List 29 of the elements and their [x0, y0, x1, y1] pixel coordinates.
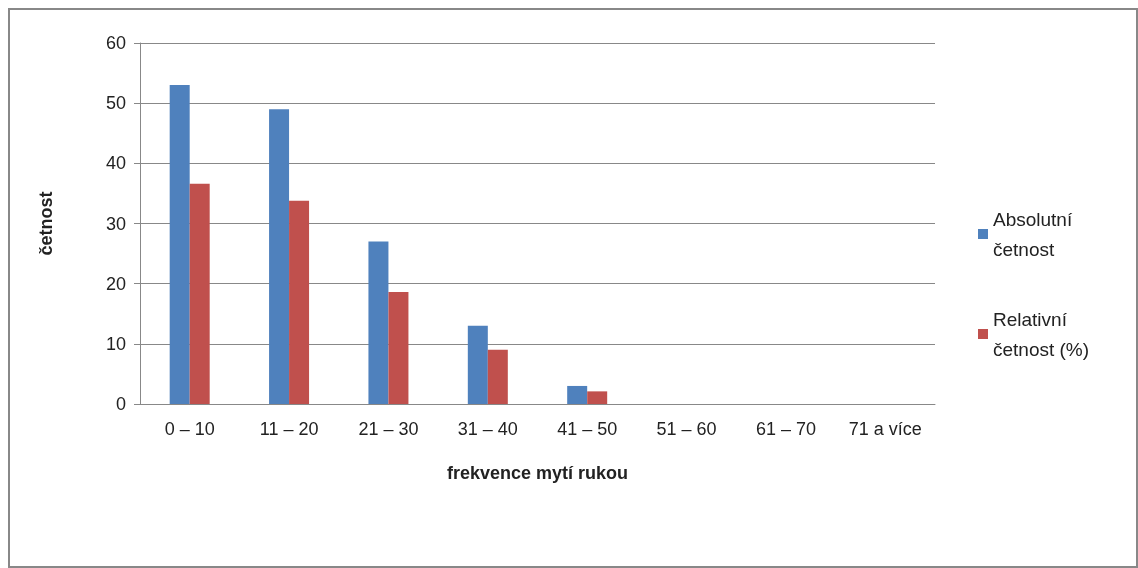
- x-tick-label: 71 a více: [848, 419, 922, 439]
- x-axis-title: frekvence mytí rukou: [446, 463, 629, 483]
- x-tick-label: 31 – 40: [457, 419, 518, 439]
- bar: [567, 385, 588, 404]
- bar: [587, 391, 608, 404]
- x-tick-label: 0 – 10: [164, 419, 215, 439]
- legend-label: Relativní četnost (%): [993, 308, 1090, 360]
- x-tick-label: 61 – 70: [755, 419, 816, 439]
- legend-label: Absolutní četnost: [993, 208, 1078, 260]
- bar: [189, 183, 210, 404]
- y-tick-label: 50: [105, 93, 126, 114]
- y-tick-label: 30: [105, 213, 126, 234]
- bar: [289, 200, 310, 404]
- bar: [388, 292, 409, 404]
- y-tick-label: 0: [115, 394, 126, 414]
- x-tick-label: 51 – 60: [656, 419, 717, 439]
- bar: [467, 325, 488, 404]
- y-tick-label: 10: [105, 333, 126, 354]
- bar: [269, 109, 290, 404]
- x-tick-label: 11 – 20: [259, 419, 319, 439]
- y-axis-title: četnost: [36, 191, 56, 256]
- y-tick-label: 40: [105, 153, 126, 174]
- x-tick-label: 21 – 30: [358, 419, 419, 439]
- bar: [368, 241, 389, 404]
- y-tick-label: 60: [105, 33, 126, 53]
- bar: [169, 85, 190, 404]
- x-tick-label: 41 – 50: [557, 419, 618, 439]
- y-tick-label: 20: [105, 273, 126, 294]
- bar: [487, 349, 508, 404]
